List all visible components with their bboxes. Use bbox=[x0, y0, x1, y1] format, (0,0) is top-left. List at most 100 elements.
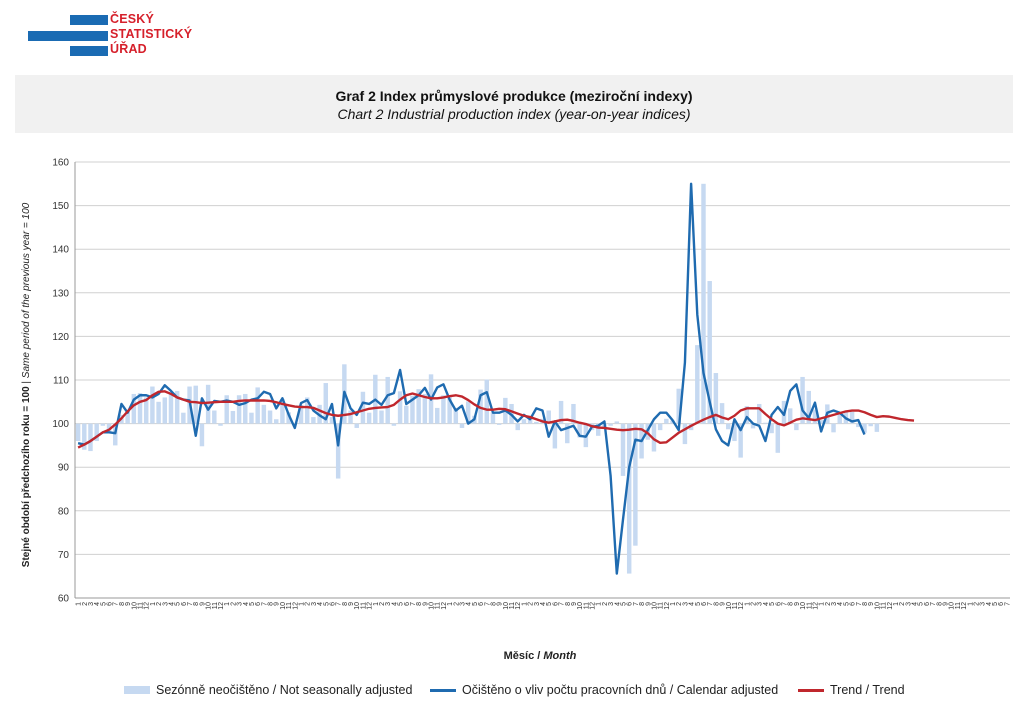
x-tick-label: 10 bbox=[354, 602, 361, 610]
x-tick-label: 10 bbox=[206, 602, 213, 610]
bar-nsa bbox=[212, 410, 217, 424]
y-tick-label: 140 bbox=[52, 245, 69, 256]
x-tick-label: 7 bbox=[1004, 602, 1011, 606]
x-tick-label: 12 bbox=[441, 602, 448, 610]
line-trend bbox=[77, 390, 915, 449]
bar-nsa bbox=[558, 400, 564, 424]
x-tick-label: 9 bbox=[422, 602, 429, 606]
bar-nsa bbox=[682, 423, 688, 445]
bar-nsa bbox=[379, 410, 384, 424]
x-tick-label: 8 bbox=[119, 602, 126, 606]
x-tick-label: 1 bbox=[670, 602, 677, 606]
x-tick-label: 9 bbox=[571, 602, 578, 606]
x-tick-label: 4 bbox=[763, 602, 770, 606]
x-tick-label: 8 bbox=[788, 602, 795, 606]
x-tick-label: 6 bbox=[329, 602, 336, 606]
x-tick-label: 11 bbox=[806, 602, 813, 609]
x-tick-label: 10 bbox=[131, 602, 138, 610]
bar-nsa bbox=[546, 410, 551, 424]
x-tick-label: 5 bbox=[398, 602, 405, 606]
x-tick-label: 11 bbox=[360, 602, 367, 609]
bar-nsa bbox=[633, 423, 638, 546]
x-tick-label: 5 bbox=[620, 602, 627, 606]
x-tick-label: 12 bbox=[515, 602, 522, 610]
bar-nsa bbox=[106, 423, 112, 433]
x-tick-label: 2 bbox=[751, 602, 758, 606]
y-tick-label: 110 bbox=[53, 376, 69, 387]
x-tick-label: 5 bbox=[546, 602, 553, 606]
legend-swatch-trend bbox=[798, 688, 824, 692]
x-tick-label: 11 bbox=[583, 602, 590, 609]
bar-nsa bbox=[719, 403, 725, 424]
bar-nsa bbox=[831, 423, 836, 433]
x-tick-label: 4 bbox=[540, 602, 547, 606]
bar-nsa bbox=[243, 393, 248, 424]
x-axis-label-cz: Měsíc bbox=[504, 650, 535, 662]
bar-nsa bbox=[113, 423, 118, 446]
x-tick-label: 4 bbox=[243, 602, 250, 606]
x-tick-label: 9 bbox=[199, 602, 206, 606]
bar-nsa bbox=[534, 421, 539, 424]
bar-nsa bbox=[459, 423, 465, 428]
bar-nsa bbox=[453, 407, 459, 424]
x-tick-label: 6 bbox=[998, 602, 1005, 606]
bar-nsa bbox=[224, 395, 229, 424]
bar-nsa bbox=[391, 423, 397, 426]
x-tick-label: 12 bbox=[961, 602, 968, 610]
logo-bar-middle bbox=[28, 31, 108, 41]
x-tick-label: 3 bbox=[608, 602, 615, 606]
x-tick-label: 3 bbox=[311, 602, 318, 606]
y-tick-label: 160 bbox=[52, 158, 69, 169]
x-tick-label: 3 bbox=[385, 602, 392, 606]
bar-nsa bbox=[726, 423, 731, 430]
x-tick-label: 1 bbox=[76, 602, 83, 606]
bar-nsa bbox=[335, 423, 341, 479]
x-tick-label: 5 bbox=[249, 602, 256, 606]
bar-nsa bbox=[435, 407, 440, 424]
bar-nsa bbox=[366, 412, 372, 424]
bar-nsa bbox=[447, 396, 452, 424]
legend-label-nsa: Sezónně neočištěno / Not seasonally adju… bbox=[156, 683, 413, 697]
bar-nsa bbox=[249, 412, 254, 424]
x-tick-label: 10 bbox=[726, 602, 733, 610]
bar-nsa bbox=[565, 423, 570, 444]
bar-nsa bbox=[626, 423, 632, 574]
x-tick-label: 11 bbox=[286, 602, 293, 609]
bar-nsa bbox=[441, 395, 446, 424]
x-tick-label: 9 bbox=[794, 602, 801, 606]
logo-bar-bottom bbox=[70, 46, 108, 56]
x-tick-label: 4 bbox=[94, 602, 101, 606]
x-tick-label: 4 bbox=[986, 602, 993, 606]
bar-nsa bbox=[868, 423, 873, 427]
x-tick-label: 9 bbox=[125, 602, 132, 606]
y-tick-label: 150 bbox=[52, 201, 69, 212]
x-tick-label: 10 bbox=[949, 602, 956, 610]
x-tick-label: 6 bbox=[701, 602, 708, 606]
x-tick-label: 1 bbox=[893, 602, 900, 606]
bar-nsa bbox=[156, 401, 161, 424]
x-tick-label: 4 bbox=[466, 602, 473, 606]
x-tick-label: 3 bbox=[460, 602, 467, 606]
x-tick-label: 7 bbox=[261, 602, 268, 606]
legend-item-cal: Očištěno o vliv počtu pracovních dnů / C… bbox=[430, 683, 778, 697]
x-tick-label: 3 bbox=[237, 602, 244, 606]
x-tick-label: 8 bbox=[490, 602, 497, 606]
bar-nsa bbox=[769, 423, 774, 434]
y-tick-label: 130 bbox=[52, 288, 69, 299]
bar-nsa bbox=[812, 409, 818, 424]
x-tick-label: 7 bbox=[707, 602, 714, 606]
chart-title-cz: Graf 2 Index průmyslové produkce (meziro… bbox=[335, 88, 693, 104]
bar-nsa bbox=[75, 423, 81, 442]
bar-nsa bbox=[168, 393, 174, 424]
x-tick-label: 2 bbox=[453, 602, 460, 606]
x-tick-label: 12 bbox=[887, 602, 894, 610]
bar-nsa bbox=[274, 419, 279, 424]
bar-nsa bbox=[490, 412, 496, 424]
bar-nsa bbox=[620, 423, 626, 476]
bar-nsa bbox=[614, 421, 620, 424]
x-tick-label: 1 bbox=[744, 602, 751, 606]
x-tick-label: 9 bbox=[645, 602, 652, 606]
bar-nsa bbox=[404, 405, 409, 424]
bar-nsa bbox=[794, 423, 799, 431]
bar-nsa bbox=[82, 423, 87, 450]
